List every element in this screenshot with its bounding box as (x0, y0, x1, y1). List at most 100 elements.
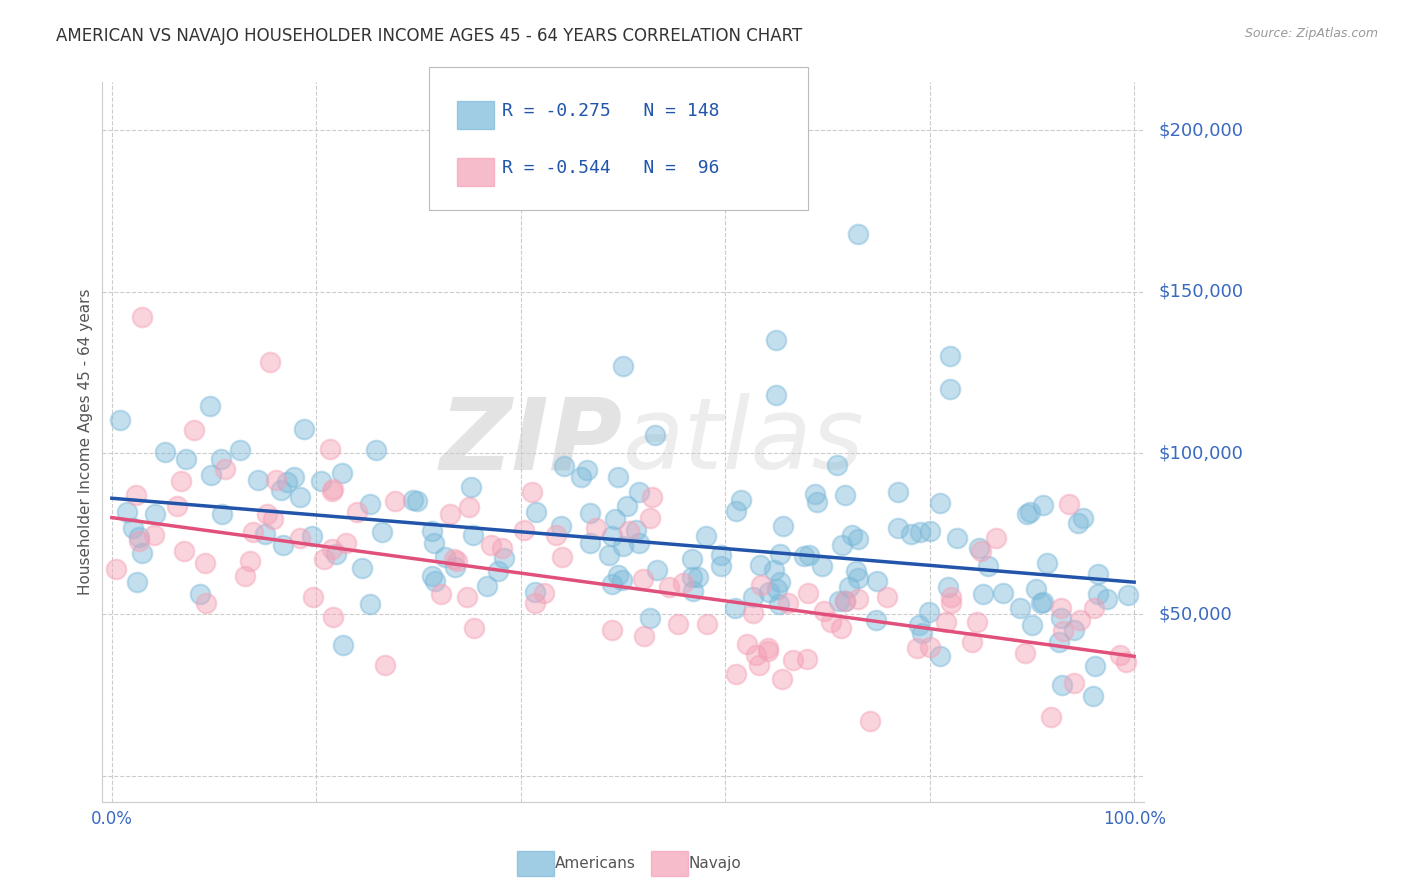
Point (301, 529, 323, 543)
Point (598, 548, 620, 562)
Text: R = -0.275   N = 148: R = -0.275 N = 148 (502, 102, 720, 120)
Point (939, 382, 962, 396)
Point (1049, 600, 1071, 615)
Point (125, 488, 148, 502)
Point (770, 672, 793, 686)
Point (262, 512, 284, 526)
Point (444, 560, 467, 574)
Point (806, 495, 828, 509)
Point (321, 484, 343, 499)
Point (782, 653, 804, 667)
Point (194, 557, 217, 571)
Point (772, 519, 794, 533)
Point (935, 615, 957, 629)
Point (194, 596, 217, 610)
Point (239, 554, 262, 568)
Y-axis label: Householder Income Ages 45 - 64 years: Householder Income Ages 45 - 64 years (79, 288, 93, 595)
Point (681, 552, 703, 566)
Point (737, 637, 759, 651)
Point (825, 458, 848, 472)
Point (970, 544, 993, 558)
Point (1087, 587, 1109, 601)
Point (939, 596, 962, 610)
Text: $100,000: $100,000 (1159, 444, 1243, 462)
Point (270, 483, 292, 497)
Point (319, 442, 342, 456)
Point (173, 543, 195, 558)
Point (834, 487, 856, 501)
Point (384, 493, 406, 508)
Point (918, 640, 941, 654)
Point (332, 466, 354, 480)
Point (579, 536, 602, 550)
Text: $50,000: $50,000 (1159, 606, 1232, 624)
Point (254, 526, 277, 541)
Point (638, 511, 661, 525)
Point (918, 524, 941, 538)
Point (433, 550, 456, 565)
Point (128, 533, 150, 548)
Point (366, 443, 388, 458)
Point (170, 474, 193, 488)
Point (233, 569, 256, 583)
Point (1052, 624, 1074, 639)
Point (1084, 659, 1107, 673)
Point (778, 596, 800, 610)
Point (494, 550, 516, 565)
Point (841, 528, 863, 542)
Text: Navajo: Navajo (689, 856, 742, 871)
Point (211, 507, 233, 521)
Point (846, 532, 869, 546)
Point (121, 521, 143, 535)
Point (456, 591, 478, 605)
Point (602, 577, 624, 591)
Point (628, 485, 651, 500)
Point (402, 493, 425, 508)
Point (1047, 635, 1070, 649)
Point (911, 626, 934, 640)
Point (607, 470, 630, 484)
Point (553, 458, 575, 473)
Point (214, 462, 236, 476)
Point (695, 616, 717, 631)
Point (765, 333, 787, 347)
Point (710, 548, 733, 562)
Point (321, 541, 343, 556)
Point (374, 658, 396, 673)
Text: atlas: atlas (623, 393, 865, 491)
Point (762, 562, 785, 576)
Point (612, 539, 634, 553)
Point (288, 532, 311, 546)
Point (607, 568, 630, 582)
Point (145, 507, 167, 521)
Point (859, 714, 882, 729)
Point (430, 587, 453, 601)
Point (631, 572, 654, 586)
Point (960, 635, 983, 649)
Point (188, 587, 211, 601)
Point (1014, 646, 1036, 660)
Point (1087, 566, 1109, 581)
Point (865, 613, 887, 627)
Point (166, 499, 188, 513)
Text: Source: ZipAtlas.com: Source: ZipAtlas.com (1244, 27, 1378, 40)
Point (104, 562, 127, 576)
Point (420, 569, 443, 583)
Point (443, 551, 465, 566)
Point (813, 604, 835, 618)
Point (928, 496, 950, 510)
Point (520, 485, 543, 500)
Point (600, 529, 623, 543)
Point (491, 541, 513, 556)
Point (969, 541, 991, 556)
Point (1109, 648, 1132, 662)
Point (579, 506, 602, 520)
Point (616, 499, 638, 513)
Point (1063, 623, 1085, 637)
Point (876, 591, 898, 605)
Point (838, 580, 860, 594)
Point (486, 564, 509, 578)
Point (619, 524, 641, 538)
Point (439, 507, 461, 521)
Point (1116, 588, 1139, 602)
